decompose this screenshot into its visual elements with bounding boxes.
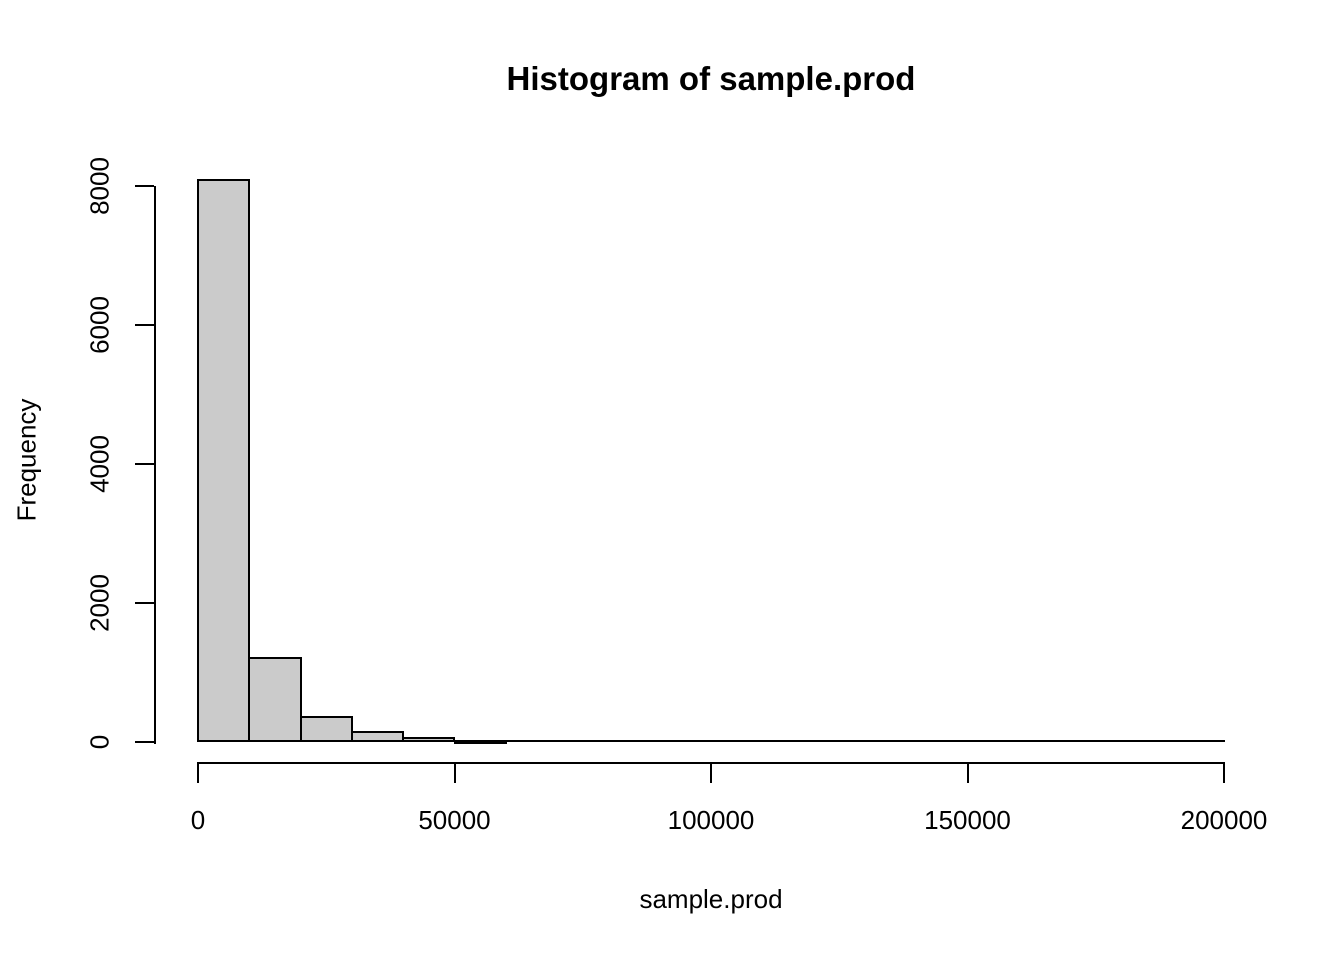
x-tick-label: 50000 [418, 805, 491, 835]
x-tick [453, 764, 456, 783]
histogram-bar [248, 657, 302, 742]
histogram-bar [350, 730, 405, 742]
y-tick [135, 741, 154, 743]
histogram-bar [966, 740, 1020, 742]
x-axis-line [197, 762, 1225, 764]
chart-title: Histogram of sample.prod [506, 60, 916, 97]
histogram-bar [1120, 740, 1174, 742]
y-tick [135, 602, 154, 604]
histogram-bar [863, 740, 918, 742]
y-tick [135, 463, 154, 465]
y-tick-label-text: 0 [84, 734, 115, 750]
histogram-bar [299, 715, 353, 742]
histogram-bar [402, 737, 456, 742]
x-tick [197, 764, 199, 783]
x-tick-label: 0 [190, 805, 206, 835]
y-tick [135, 324, 154, 326]
x-tick-label: 150000 [924, 805, 1011, 835]
x-tick-label: 100000 [667, 805, 755, 835]
histogram-bar [556, 740, 610, 742]
y-tick [135, 185, 154, 187]
y-axis-title: Frequency [11, 398, 42, 522]
histogram-bar [915, 740, 969, 742]
histogram-bar [1069, 740, 1123, 742]
y-tick-label-text: 6000 [84, 296, 115, 354]
histogram-bar [710, 740, 764, 742]
histogram-bar [453, 739, 507, 744]
x-axis-title: sample.prod [639, 884, 783, 914]
y-tick-label-text: 4000 [84, 435, 115, 493]
histogram-bar [812, 740, 866, 742]
histogram-bar [197, 179, 251, 742]
y-tick-label-text: 2000 [84, 574, 115, 632]
x-tick-label: 200000 [1180, 805, 1268, 835]
y-axis-line [154, 186, 156, 744]
histogram-bar [607, 740, 661, 742]
histogram-bar [1017, 740, 1072, 742]
histogram-bar [1171, 740, 1225, 742]
histogram-bar [504, 740, 559, 742]
x-tick [1223, 764, 1225, 783]
y-tick-label-text: 8000 [84, 157, 115, 215]
histogram-bar [761, 740, 815, 742]
x-tick [710, 764, 712, 783]
x-tick [966, 764, 969, 783]
histogram-bar [658, 740, 712, 742]
